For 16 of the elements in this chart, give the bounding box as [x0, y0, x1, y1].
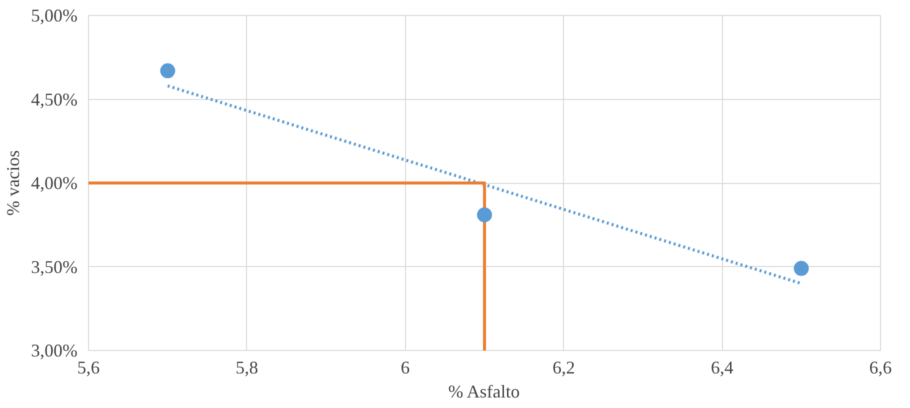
- y-tick-label: 4,00%: [31, 173, 78, 193]
- x-tick-label: 6,2: [552, 358, 575, 378]
- point: [794, 260, 809, 276]
- point: [477, 207, 492, 222]
- point: [160, 63, 176, 78]
- x-tick-label: 5,8: [236, 358, 258, 378]
- x-tick-label: 5,6: [77, 358, 100, 378]
- x-tick-label: 6: [400, 358, 410, 378]
- y-tick-label: 3,00%: [31, 340, 78, 360]
- x-tick-label: 6,4: [710, 358, 734, 378]
- y-tick-label: 4,50%: [31, 89, 78, 110]
- x-axis-title: % Asfalto: [448, 382, 520, 402]
- y-tick-label: 3,50%: [31, 256, 78, 277]
- y-tick-label: 5,00%: [31, 6, 78, 26]
- x-tick-label: 6,6: [869, 358, 892, 378]
- y-axis-title: % vacios: [3, 150, 24, 216]
